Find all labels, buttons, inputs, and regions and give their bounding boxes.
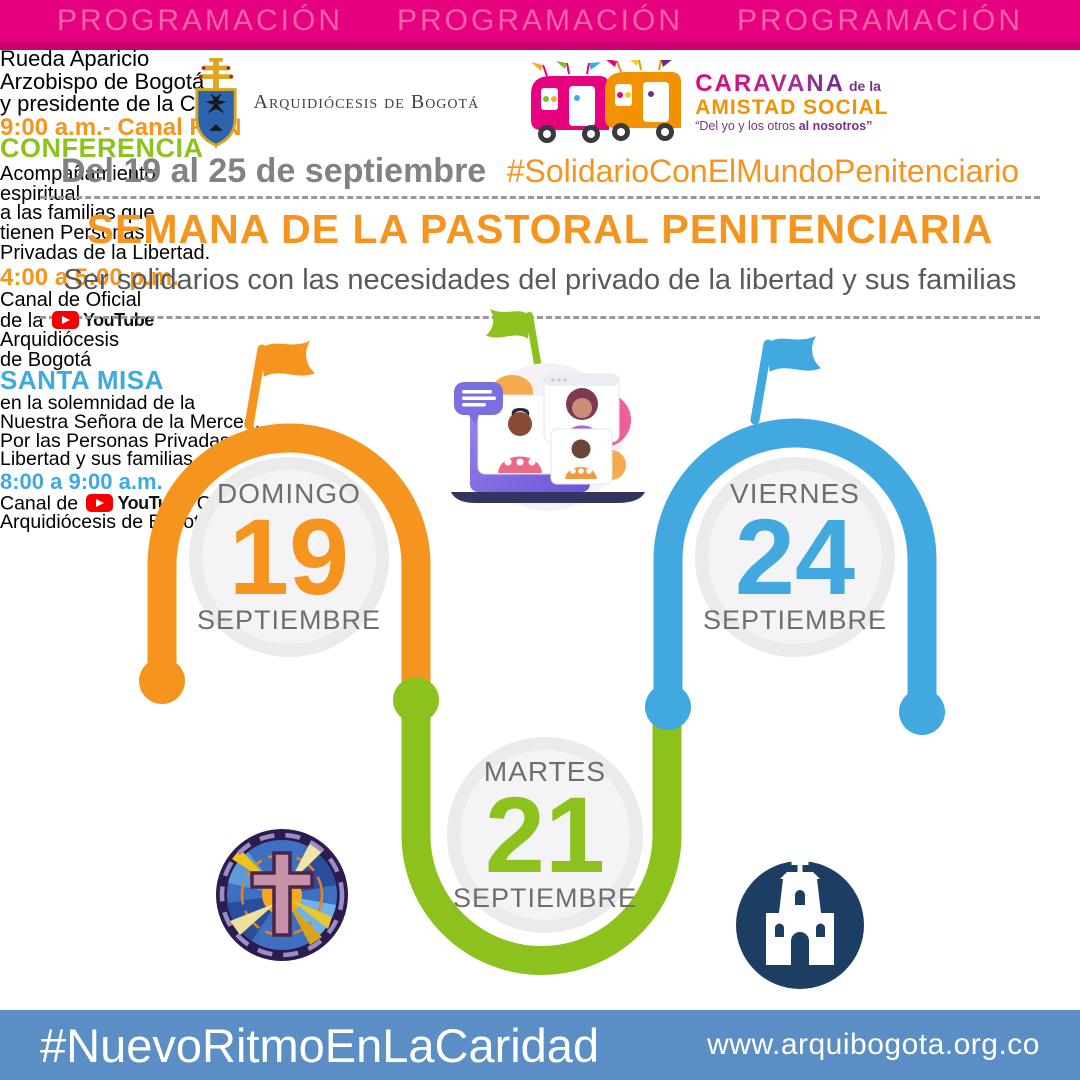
caravana-subtitle: AMISTAD SOCIAL [695, 95, 889, 119]
date-row: Del 19 al 25 de septiembre #SolidarioCon… [0, 152, 1080, 191]
footer-hashtag: #NuevoRitmoEnLaCaridad [40, 1018, 600, 1072]
logos-row: Arquidiócesis de Bogotá [0, 55, 1080, 150]
event-time: 4:00 a 5:00 p.m. [0, 263, 179, 291]
day-month: SEPTIEMBRE [196, 605, 382, 635]
day-number: 21 [484, 774, 606, 895]
page-subtitle: Ser solidarios con las necesidades del p… [63, 264, 1017, 296]
day-circle-bg [189, 457, 895, 933]
day-name: VIERNES [730, 478, 860, 509]
divider-dashed [40, 196, 1040, 199]
church-icon [736, 854, 864, 989]
youtube-icon: YouTube [51, 310, 154, 331]
programacion-banner: PROGRAMACIÓN PROGRAMACIÓN PROGRAMACIÓN [0, 0, 1080, 50]
caravana-wordmark: CARAVANA de la AMISTAD SOCIAL “Del yo y l… [695, 70, 889, 134]
day-month: SEPTIEMBRE [702, 605, 888, 635]
page-title: SEMANA DE LA PASTORAL PENITENCIARIA [86, 206, 994, 252]
timeline-loop-friday [645, 418, 945, 735]
day-number: 24 [734, 496, 856, 617]
divider-dashed [40, 316, 1040, 319]
caravana-trucks-icon [531, 59, 682, 143]
banner-label: PROGRAMACIÓN [56, 4, 344, 37]
day-number: 19 [228, 496, 350, 617]
day-name: MARTES [483, 756, 607, 787]
event-time: 9:00 a.m.- Canal RCN [0, 113, 242, 141]
footer-bar: #NuevoRitmoEnLaCaridad www.arquibogota.o… [0, 1010, 1080, 1080]
stained-glass-cross-icon [216, 829, 348, 961]
timeline-loop-sunday [139, 423, 431, 704]
event-heading: CONFERENCIA [0, 133, 204, 163]
caravana-logo: CARAVANA de la AMISTAD SOCIAL “Del yo y l… [525, 59, 889, 146]
day-circle-sunday: DOMINGO 19 SEPTIEMBRE [179, 457, 399, 657]
banner-label: PROGRAMACIÓN [396, 4, 684, 37]
flag-icon-blue [755, 337, 820, 420]
date-range: Del 19 al 25 de septiembre [61, 152, 487, 190]
day-name: DOMINGO [217, 478, 361, 509]
day-circle-friday: VIERNES 24 SEPTIEMBRE [685, 457, 905, 657]
event-time: 8:00 a 9:00 a.m. [0, 468, 163, 494]
arquidiocesis-crest-icon [194, 57, 237, 149]
event-heading: SANTA MISA [0, 364, 164, 395]
conference-illustration [451, 363, 645, 511]
arquidiocesis-logo: Arquidiócesis de Bogotá [192, 57, 480, 149]
banner-label: PROGRAMACIÓN [736, 4, 1024, 37]
day-circle-tuesday: MARTES 21 SEPTIEMBRE [435, 735, 655, 935]
caravana-title: CARAVANA [695, 70, 845, 98]
caravana-tagline: “Del yo y los otros al nosotros” [695, 119, 873, 134]
youtube-channel-line: de la YouTube [0, 309, 154, 332]
day-month: SEPTIEMBRE [452, 883, 638, 913]
footer-website-link[interactable]: www.arquibogota.org.co [707, 1028, 1040, 1061]
event-tuesday-details: CONFERENCIA Acompañamiento espiritual a … [0, 133, 262, 371]
flag-icon-orange [249, 342, 314, 425]
caravana-title-suffix: de la [848, 78, 881, 95]
campaign-hashtag: #SolidarioConElMundoPenitenciario [506, 153, 1019, 189]
timeline-loop-tuesday [393, 677, 682, 975]
arquidiocesis-label: Arquidiócesis de Bogotá [253, 91, 480, 113]
